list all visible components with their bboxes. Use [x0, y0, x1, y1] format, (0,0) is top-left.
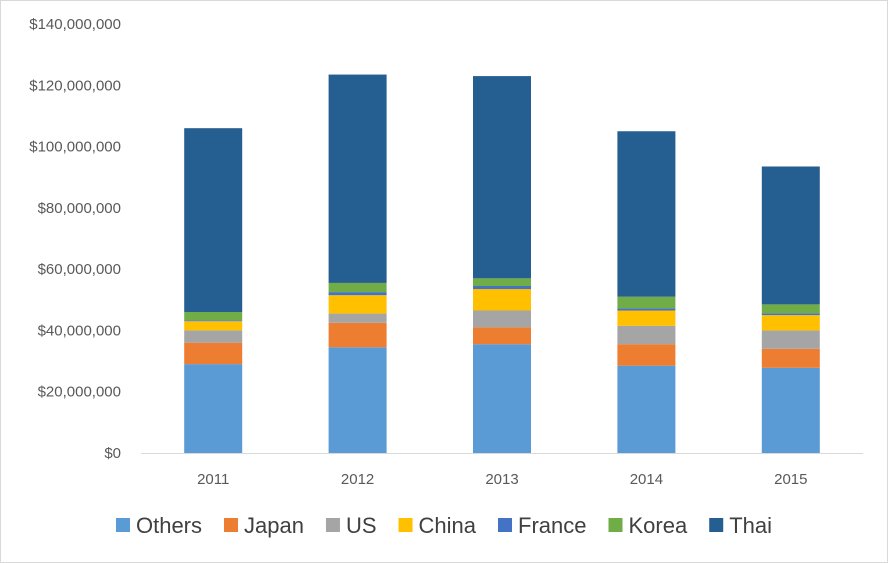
legend-swatch-korea — [608, 518, 623, 532]
bar-segment-thai-2011 — [184, 128, 243, 313]
legend-label-japan: Japan — [244, 513, 304, 538]
y-tick-label: $100,000,000 — [29, 139, 121, 156]
x-tick-label: 2015 — [774, 471, 807, 488]
y-axis: $0 $20,000,000 $40,000,000 $60,000,000 $80,0… — [29, 16, 121, 462]
legend-label-others: Others — [136, 513, 202, 538]
y-tick-label: $120,000,000 — [29, 77, 121, 94]
legend-swatch-china — [398, 518, 413, 532]
bar-segment-japan-2013 — [473, 327, 531, 345]
legend-label-china: China — [419, 513, 477, 538]
legend-swatch-japan — [224, 518, 239, 532]
bar-segment-china-2013 — [473, 289, 531, 311]
y-tick-label: $20,000,000 — [38, 384, 121, 401]
bar-segment-japan-2011 — [184, 342, 243, 365]
bar-segment-japan-2015 — [761, 348, 820, 368]
legend-swatch-thai — [709, 518, 724, 532]
bar-segment-china-2015 — [761, 315, 820, 331]
bar-segment-france-2014 — [617, 308, 676, 311]
bar-segment-japan-2012 — [328, 322, 387, 348]
x-tick-label: 2011 — [197, 471, 229, 488]
bar-segment-us-2015 — [761, 330, 820, 349]
y-tick-label: $60,000,000 — [38, 261, 121, 278]
bar-segment-korea-2012 — [328, 282, 387, 293]
bar-segment-france-2013 — [473, 285, 531, 290]
legend-label-france: France — [518, 513, 586, 538]
bar-segment-thai-2013 — [473, 76, 531, 279]
bar-segment-others-2012 — [328, 347, 387, 453]
bar-segment-us-2014 — [617, 325, 676, 345]
bar-segment-thai-2012 — [328, 74, 387, 283]
bar-segment-korea-2014 — [617, 296, 676, 309]
legend-swatch-france — [498, 518, 513, 532]
bar-segment-china-2012 — [328, 295, 387, 314]
bar-segment-us-2013 — [473, 310, 531, 328]
bar-segment-others-2013 — [473, 344, 531, 453]
bars — [184, 74, 820, 453]
bar-segment-thai-2015 — [761, 166, 820, 305]
bar-segment-us-2011 — [184, 330, 243, 343]
x-tick-label: 2014 — [630, 471, 663, 488]
x-axis: 2011 2012 2013 2014 2015 — [197, 471, 807, 488]
bar-segment-france-2015 — [761, 313, 820, 316]
legend-label-us: US — [346, 513, 377, 538]
legend-label-thai: Thai — [729, 513, 772, 538]
y-tick-label: $80,000,000 — [38, 200, 121, 217]
y-tick-label: $40,000,000 — [38, 322, 121, 339]
bar-segment-thai-2014 — [617, 131, 676, 297]
x-tick-label: 2012 — [341, 471, 374, 488]
bar-segment-korea-2011 — [184, 312, 243, 321]
bar-segment-france-2011 — [184, 320, 243, 322]
bar-segment-korea-2015 — [761, 304, 820, 314]
legend-label-korea: Korea — [629, 513, 688, 538]
legend-swatch-us — [325, 518, 340, 532]
bar-segment-others-2014 — [617, 365, 676, 453]
y-tick-label: $0 — [104, 445, 121, 462]
bar-segment-others-2015 — [761, 367, 820, 453]
bar-segment-china-2011 — [184, 321, 243, 331]
legend-swatch-others — [115, 518, 130, 532]
bar-segment-france-2012 — [328, 292, 387, 296]
bar-segment-japan-2014 — [617, 344, 676, 366]
legend: Others Japan US China France Korea Thai — [115, 513, 772, 538]
bar-segment-us-2012 — [328, 313, 387, 323]
bar-segment-others-2011 — [184, 364, 243, 453]
y-tick-label: $140,000,000 — [29, 16, 121, 33]
bar-segment-china-2014 — [617, 310, 676, 326]
x-tick-label: 2013 — [485, 471, 518, 488]
bar-segment-korea-2013 — [473, 278, 531, 286]
